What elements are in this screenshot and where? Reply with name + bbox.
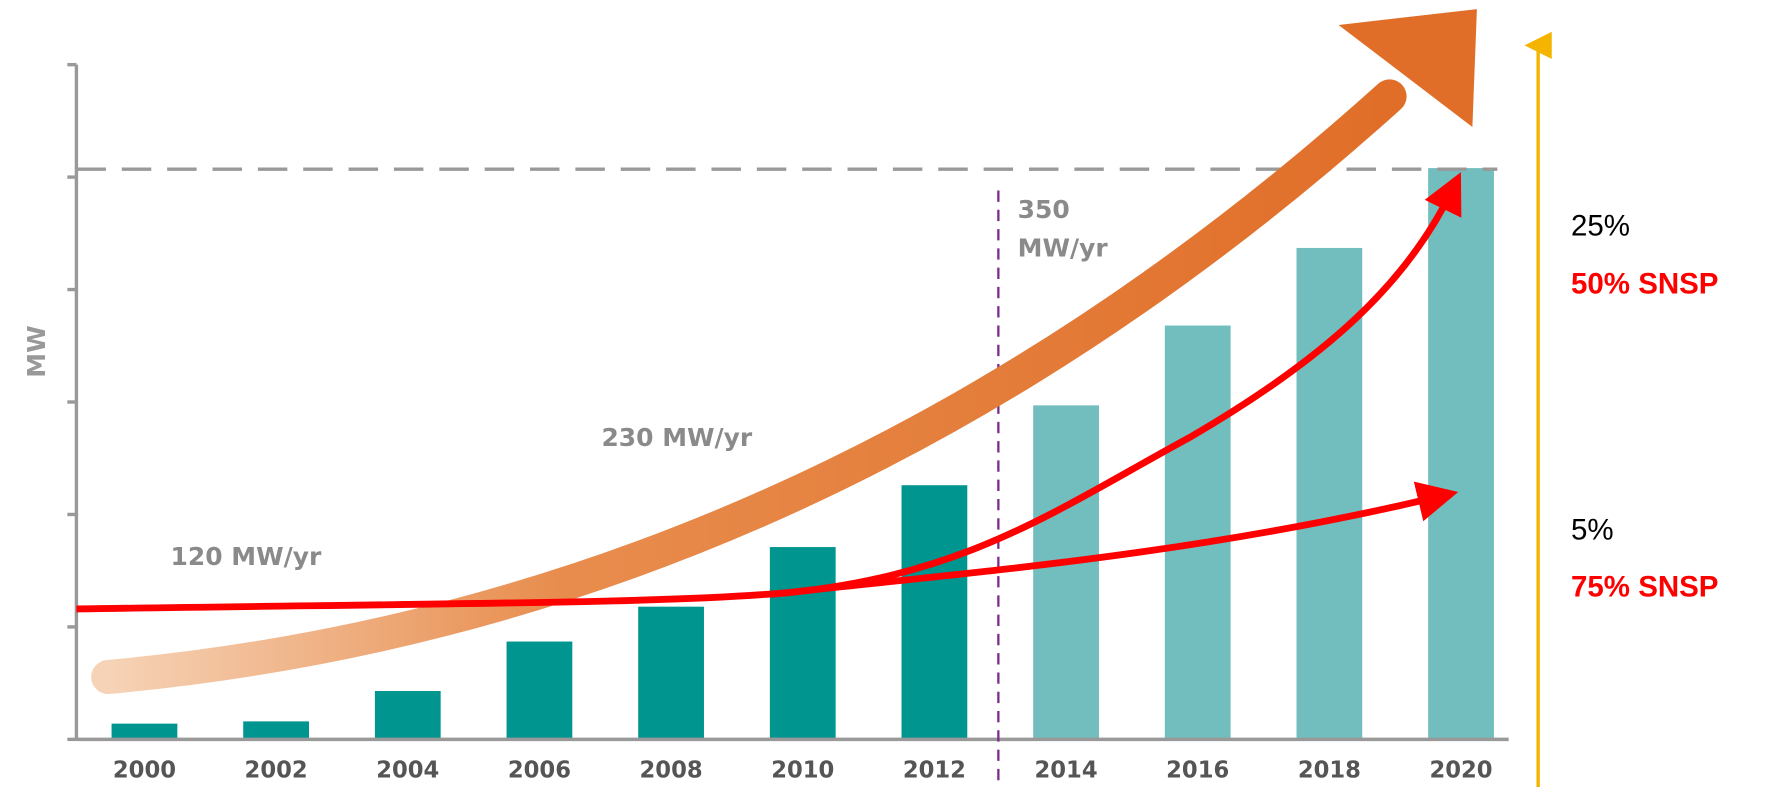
red-arrow: [771, 172, 1462, 598]
bar: [1296, 247, 1363, 740]
bar: [638, 606, 704, 740]
annotation: 350: [1018, 195, 1070, 224]
x-tick-label: 2010: [771, 758, 834, 784]
annotation: 230 MW/yr: [601, 423, 752, 452]
bar: [111, 723, 178, 740]
growth-arrowhead: [1338, 9, 1477, 128]
x-tick-label: 2014: [1035, 758, 1098, 784]
bar: [506, 641, 573, 740]
x-tick-label: 2016: [1166, 758, 1229, 784]
growth-arrow: [91, 79, 1407, 695]
y-axis-label: MW: [22, 325, 51, 377]
side-label: 75% SNSP: [1571, 570, 1718, 603]
bar: [374, 691, 441, 740]
x-tick-label: 2018: [1298, 758, 1361, 784]
x-tick-label: 2000: [113, 758, 176, 784]
x-tick-label: 2020: [1429, 758, 1492, 784]
side-label: 5%: [1571, 514, 1614, 547]
bar: [243, 721, 310, 740]
bar: [1164, 325, 1231, 740]
x-tick-label: 2012: [903, 758, 966, 784]
side-label: 50% SNSP: [1571, 268, 1718, 301]
x-tick-label: 2004: [376, 758, 439, 784]
side-label: 25%: [1571, 210, 1630, 243]
x-tick-label: 2002: [245, 758, 308, 784]
bar: [901, 485, 968, 740]
annotation: MW/yr: [1018, 233, 1109, 262]
bar: [1033, 405, 1099, 740]
x-tick-label: 2006: [508, 758, 571, 784]
annotation: 120 MW/yr: [171, 542, 322, 571]
bar: [1428, 168, 1494, 740]
plot: 2000 2002 2004 2006 2008 2010 2012 2014 2016 2018…: [67, 9, 1509, 787]
x-tick-label: 2008: [640, 758, 703, 784]
bar: [769, 547, 836, 740]
